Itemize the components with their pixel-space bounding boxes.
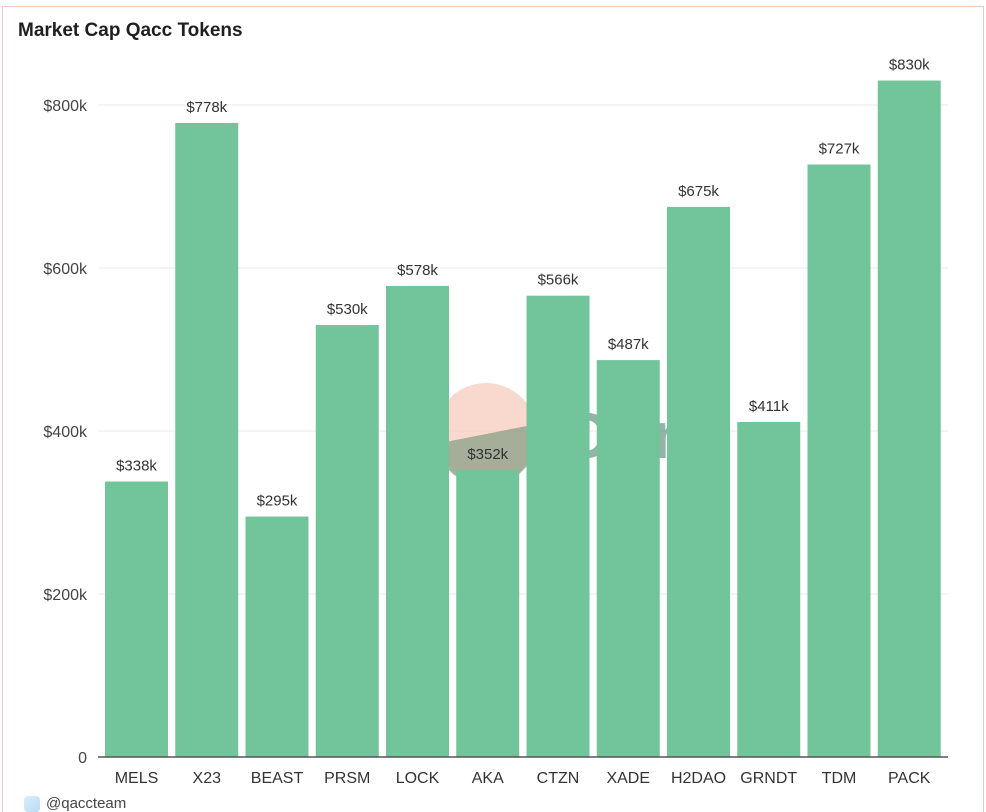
bar-x23[interactable] [175, 122, 239, 758]
bar-pack[interactable] [877, 80, 941, 758]
footer: @qaccteam [24, 795, 126, 812]
chart-card [2, 6, 984, 812]
bar-tdm[interactable] [807, 164, 871, 757]
y-tick-label: $200k [43, 587, 88, 604]
x-tick-label: CTZN [537, 770, 580, 787]
x-tick-label: PACK [888, 770, 931, 787]
bar-grndt[interactable] [737, 422, 801, 757]
bar-prsm[interactable] [315, 325, 379, 757]
data-label: $487k [608, 336, 649, 353]
data-labels: $338k $778k $295k $530k $578k $352k $566k $487k… [116, 57, 930, 510]
x-tick-label: PRSM [324, 770, 370, 787]
data-label: $411k [749, 398, 789, 415]
data-label: $295k [257, 493, 298, 510]
bar-beast[interactable] [245, 516, 309, 757]
y-axis-ticks: 0 $200k $400k $600k $800k [43, 98, 88, 767]
x-tick-label: MELS [115, 770, 159, 787]
data-label: $352k [467, 446, 508, 463]
chart-title: Market Cap Qacc Tokens [18, 20, 243, 41]
x-tick-label: AKA [472, 770, 504, 787]
data-label: $530k [327, 301, 368, 318]
x-tick-label: BEAST [251, 770, 304, 787]
x-tick-label: GRNDT [740, 770, 797, 787]
bar-aka[interactable] [456, 470, 520, 757]
bar-mels[interactable] [105, 481, 168, 757]
y-tick-label: $800k [43, 98, 88, 115]
bars [105, 80, 941, 758]
y-tick-label: $600k [43, 261, 88, 278]
x-tick-label: LOCK [396, 770, 440, 787]
y-tick-label: 0 [78, 750, 87, 767]
data-label: $830k [889, 57, 930, 74]
data-label: $566k [538, 272, 579, 289]
watermark-logo-circle [435, 383, 537, 485]
data-label: $727k [819, 140, 860, 157]
x-tick-label: TDM [822, 770, 857, 787]
data-label: $778k [186, 99, 227, 116]
data-label: $578k [397, 262, 438, 279]
x-tick-label: XADE [606, 770, 650, 787]
data-label: $338k [116, 458, 157, 475]
bar-h2dao[interactable] [667, 206, 730, 757]
y-tick-label: $400k [43, 424, 88, 441]
x-axis-ticks: MELS X23 BEAST PRSM LOCK AKA CTZN XADE H2DAO GRND… [98, 756, 948, 787]
bar-xade[interactable] [596, 360, 660, 757]
data-label: $675k [678, 183, 719, 200]
x-tick-label: X23 [193, 770, 222, 787]
bar-ctzn[interactable] [526, 295, 590, 757]
x-tick-label: H2DAO [671, 770, 726, 787]
avatar [24, 795, 40, 812]
bar-lock[interactable] [386, 285, 449, 757]
footer-handle[interactable]: @qaccteam [46, 795, 127, 812]
